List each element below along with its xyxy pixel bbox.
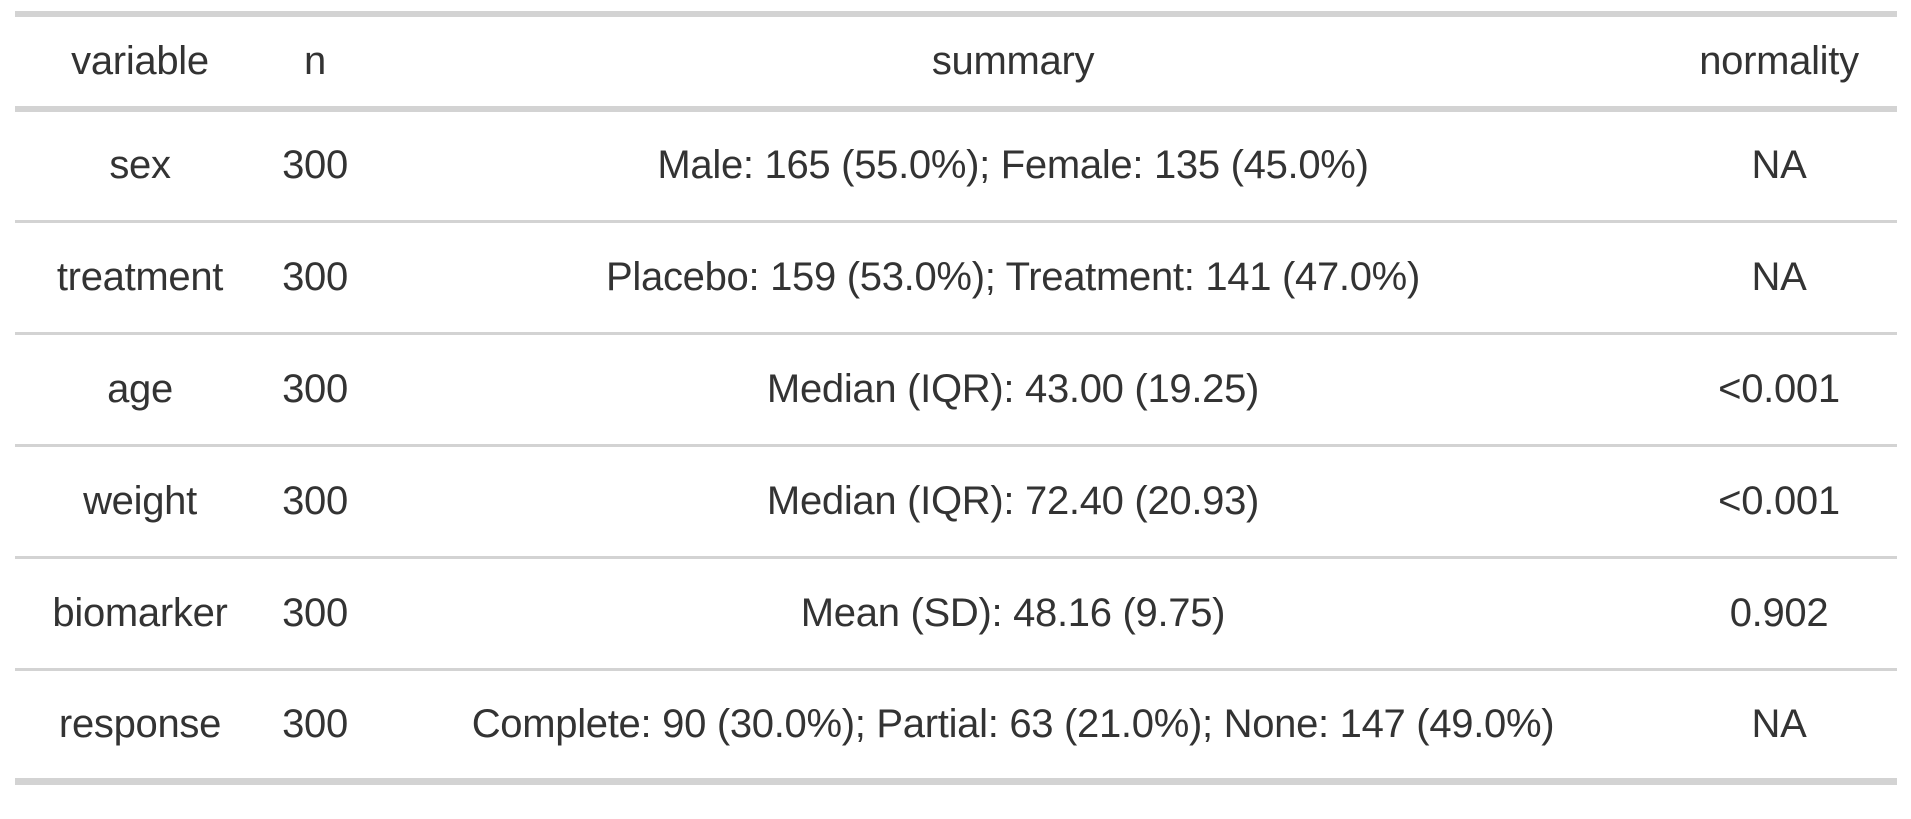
- table-row: weight 300 Median (IQR): 72.40 (20.93) <…: [15, 445, 1897, 557]
- cell-normality: <0.001: [1718, 366, 1840, 411]
- cell-variable: response: [58, 701, 222, 746]
- cell-normality: NA: [1751, 143, 1807, 188]
- cell-variable: treatment: [56, 254, 224, 299]
- cell-variable: age: [107, 366, 173, 411]
- table-row: age 300 Median (IQR): 43.00 (19.25) <0.0…: [15, 333, 1897, 445]
- summary-table-container: variable n summary normality sex 300 Mal…: [15, 11, 1897, 785]
- table-row: biomarker 300 Mean (SD): 48.16 (9.75) 0.…: [15, 557, 1897, 669]
- column-header-variable: variable: [71, 39, 209, 83]
- cell-summary: Male: 165 (55.0%); Female: 135 (45.0%): [657, 143, 1369, 188]
- cell-variable: weight: [83, 478, 197, 523]
- cell-n: 300: [282, 143, 348, 188]
- cell-variable: biomarker: [52, 590, 228, 635]
- summary-table: variable n summary normality sex 300 Mal…: [15, 11, 1897, 785]
- cell-n: 300: [282, 366, 348, 411]
- cell-variable: sex: [109, 143, 171, 188]
- cell-summary: Complete: 90 (30.0%); Partial: 63 (21.0%…: [471, 701, 1555, 746]
- table-row: response 300 Complete: 90 (30.0%); Parti…: [15, 669, 1897, 781]
- column-header-normality: normality: [1699, 39, 1859, 83]
- cell-summary: Placebo: 159 (53.0%); Treatment: 141 (47…: [606, 254, 1420, 299]
- cell-normality: 0.902: [1729, 590, 1829, 635]
- cell-summary: Mean (SD): 48.16 (9.75): [800, 590, 1226, 635]
- cell-normality: <0.001: [1718, 478, 1840, 523]
- cell-n: 300: [282, 701, 348, 746]
- cell-summary: Median (IQR): 43.00 (19.25): [766, 366, 1260, 411]
- cell-normality: NA: [1751, 701, 1807, 746]
- table-row: treatment 300 Placebo: 159 (53.0%); Trea…: [15, 221, 1897, 333]
- cell-n: 300: [282, 590, 348, 635]
- table-row: sex 300 Male: 165 (55.0%); Female: 135 (…: [15, 109, 1897, 221]
- cell-n: 300: [282, 478, 348, 523]
- cell-normality: NA: [1751, 254, 1807, 299]
- column-header-summary: summary: [931, 39, 1095, 83]
- cell-summary: Median (IQR): 72.40 (20.93): [766, 478, 1260, 523]
- header-row: variable n summary normality: [15, 14, 1897, 109]
- column-header-n: n: [304, 39, 326, 83]
- cell-n: 300: [282, 254, 348, 299]
